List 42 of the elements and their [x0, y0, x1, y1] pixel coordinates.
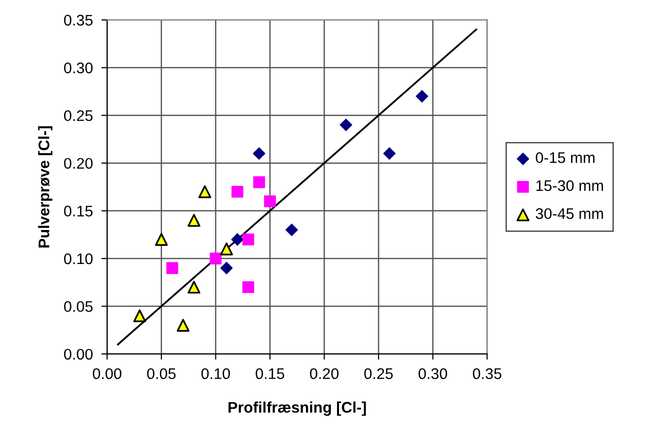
- y-tick-label: 0.05: [64, 301, 93, 312]
- x-tick-label: 0.00: [92, 368, 122, 380]
- point: [133, 309, 146, 322]
- y-axis-title: Pulverprøve [Cl-]: [38, 126, 52, 248]
- y-tick-label: 0.10: [64, 253, 93, 264]
- y-tick-label: 0.00: [64, 348, 93, 360]
- point: [220, 262, 233, 274]
- point: [264, 195, 276, 208]
- point: [231, 186, 244, 198]
- point: [166, 262, 178, 274]
- x-tick-label: 0.35: [472, 368, 502, 380]
- x-tick-label: 0.30: [418, 368, 448, 380]
- y-tick-label: 0.15: [64, 206, 93, 216]
- point: [285, 224, 298, 236]
- point: [188, 280, 200, 294]
- y-tick-label: 0.35: [64, 14, 93, 26]
- point: [252, 147, 266, 160]
- x-tick-label: 0.15: [256, 368, 284, 380]
- point: [231, 233, 244, 246]
- x-tick-label: 0.10: [201, 368, 230, 380]
- point: [383, 147, 396, 160]
- x-axis-title: Profilfræsning [Cl-]: [228, 402, 366, 416]
- legend-label: 0-15 mm: [536, 152, 594, 164]
- point: [253, 176, 266, 188]
- x-tick-label: 0.05: [147, 368, 176, 380]
- point: [198, 185, 212, 198]
- y-tick-label: 0.30: [64, 62, 93, 74]
- x-tick-label: 0.20: [310, 368, 339, 380]
- x-tick-label: 0.25: [364, 368, 393, 380]
- point: [340, 118, 352, 132]
- point: [416, 90, 428, 103]
- y-tick-label: 0.25: [64, 110, 93, 122]
- point: [188, 214, 200, 227]
- point: [176, 318, 190, 332]
- point: [242, 281, 254, 294]
- point: [154, 233, 168, 246]
- point: [220, 242, 233, 256]
- legend-label: 30-45 mm: [536, 208, 603, 220]
- y-tick-label: 0.20: [64, 158, 93, 169]
- point: [242, 234, 254, 246]
- legend-label: 15-30 mm: [536, 180, 603, 192]
- point: [210, 252, 222, 264]
